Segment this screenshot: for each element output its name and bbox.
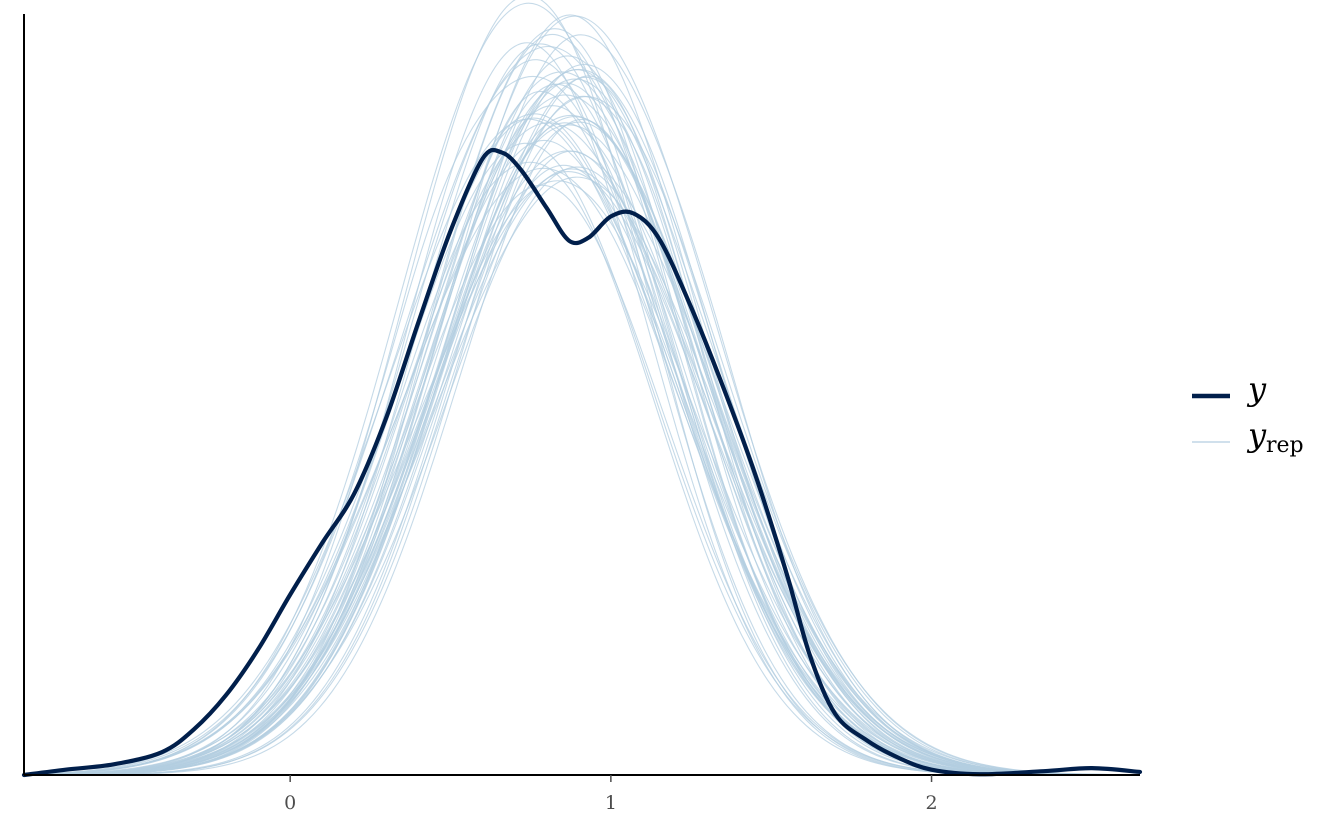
yrep-density-line xyxy=(23,105,1141,776)
axes-layer: 0 1 2 xyxy=(23,14,1140,814)
yrep-density-line xyxy=(23,94,1141,776)
yrep-density-line xyxy=(23,113,1141,776)
legend: yy rep xyxy=(1192,370,1304,458)
yrep-density-line xyxy=(23,75,1141,776)
yrep-density-line xyxy=(23,171,1141,776)
y-layer xyxy=(21,147,1143,778)
x-tick-label: 2 xyxy=(926,792,938,814)
x-tick-label: 0 xyxy=(284,792,296,814)
yrep-density-line xyxy=(23,68,1141,776)
yrep-density-line xyxy=(23,122,1141,776)
legend-label-y: y xyxy=(1246,370,1267,408)
yrep-density-line xyxy=(23,124,1141,776)
yrep-density-line xyxy=(23,139,1141,776)
yrep-density-line xyxy=(23,118,1141,776)
yrep-density-line xyxy=(23,168,1141,776)
yrep-density-line xyxy=(23,76,1141,776)
yrep-density-line xyxy=(23,45,1141,776)
yrep-layer xyxy=(23,0,1141,776)
yrep-density-line xyxy=(23,78,1141,776)
yrep-density-line xyxy=(23,184,1140,776)
yrep-density-line xyxy=(23,150,1141,776)
yrep-density-line xyxy=(23,167,1141,776)
yrep-density-line xyxy=(23,142,1140,776)
yrep-density-line xyxy=(23,122,1141,776)
yrep-density-line xyxy=(23,114,1141,776)
yrep-density-line xyxy=(23,121,1141,776)
yrep-density-line xyxy=(23,161,1141,776)
yrep-density-line xyxy=(23,75,1141,776)
legend-label-yrep: y xyxy=(1246,416,1267,454)
y-density-line xyxy=(21,147,1143,778)
yrep-density-line xyxy=(23,96,1141,776)
yrep-density-line xyxy=(23,176,1141,776)
yrep-density-line xyxy=(23,82,1141,776)
yrep-density-line xyxy=(23,164,1141,776)
x-tick-label: 1 xyxy=(605,792,617,814)
yrep-density-line xyxy=(23,95,1141,776)
yrep-density-line xyxy=(23,83,1140,776)
yrep-density-line xyxy=(23,69,1141,776)
yrep-density-line xyxy=(23,166,1141,776)
yrep-density-line xyxy=(23,118,1141,776)
yrep-density-line xyxy=(23,33,1141,776)
yrep-density-line xyxy=(23,90,1141,776)
yrep-density-line xyxy=(23,150,1141,776)
yrep-density-line xyxy=(23,34,1141,776)
yrep-density-line xyxy=(23,63,1141,776)
legend-label-yrep-subscript: rep xyxy=(1266,433,1304,458)
yrep-density-line xyxy=(23,180,1141,776)
